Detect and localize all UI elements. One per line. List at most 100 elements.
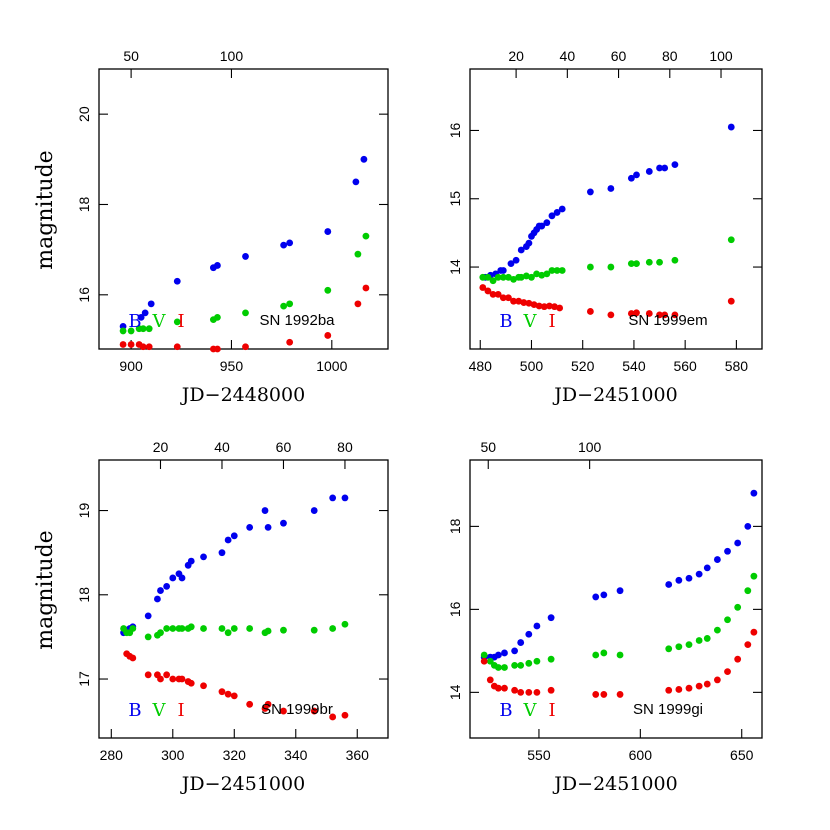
data-point-V [173,318,181,326]
x-tick-label: 950 [220,358,244,374]
data-point-I [530,301,538,309]
data-point-B [494,651,502,659]
top-tick-label: 50 [123,48,139,64]
data-point-I [169,675,177,683]
data-point-I [218,688,226,696]
legend-band-B: B [128,700,141,721]
data-point-I [480,657,488,665]
data-point-I [324,332,332,339]
data-point-I [246,700,254,708]
data-point-V [685,641,693,649]
data-point-I [656,311,663,319]
top-tick-label: 80 [337,439,353,455]
data-point-V [139,325,147,333]
data-point-V [607,263,615,271]
data-point-I [479,284,487,291]
data-point-V [750,572,758,580]
data-point-V [525,659,533,667]
data-point-V [224,629,232,637]
data-point-B [246,523,254,531]
data-point-B [548,212,556,220]
data-point-V [484,273,492,281]
data-point-V [127,327,135,335]
legend-band-I: I [548,700,555,721]
data-point-V [324,286,332,294]
data-point-B [224,536,232,544]
data-point-B [553,209,561,216]
data-point-V [246,625,254,632]
data-point-B [352,178,360,186]
data-point-V [713,626,721,634]
x-tick-label: 280 [100,747,124,763]
data-point-B [600,591,608,599]
data-point-B [507,260,515,268]
y-tick-label: 18 [447,518,463,534]
data-point-I [310,707,318,715]
data-point-I [540,303,548,311]
data-point-V [362,232,370,240]
legend-band-V: V [152,311,167,332]
y-axis-label-top: magnitude [33,150,58,269]
y-tick-label: 16 [447,122,463,138]
data-point-B [173,277,181,285]
data-point-V [310,626,318,634]
data-point-I [264,700,272,708]
legend-band-B: B [499,700,512,721]
data-point-I [633,309,640,317]
data-point-B [230,532,238,540]
data-point-B [280,241,288,249]
supernova-name: SN 1999em [628,312,707,329]
data-point-B [525,630,533,638]
data-point-V [501,664,508,671]
data-point-V [744,587,752,595]
data-point-I [551,303,558,311]
data-point-V [511,661,519,669]
data-point-B [543,219,551,227]
data-point-V [479,273,487,281]
data-point-V [522,272,530,280]
data-point-V [129,625,137,632]
data-point-B [499,267,507,274]
series-I [479,284,735,319]
data-point-V [548,267,556,274]
data-point-B [517,639,525,646]
data-point-V [558,267,566,274]
data-point-B [675,576,683,584]
top-tick-label: 50 [480,439,496,455]
data-point-V [724,616,731,624]
data-point-B [187,557,195,565]
top-tick-label: 100 [220,48,244,64]
data-point-V [494,273,502,281]
data-point-B [533,622,541,630]
top-tick-label: 100 [709,48,733,64]
data-point-B [147,300,155,308]
data-point-I [501,684,508,692]
supernova-name: SN 1992ba [259,312,335,329]
data-point-V [163,625,171,632]
top-tick-label: 60 [611,48,627,64]
top-tick-label: 20 [153,439,169,455]
series-I [480,628,758,698]
data-point-V [543,270,551,278]
data-point-I [671,311,679,319]
data-point-V [178,625,186,632]
data-point-V [280,302,288,310]
data-point-V [553,267,561,274]
data-point-V [494,664,502,671]
data-point-I [724,668,731,676]
data-point-I [607,311,615,319]
data-point-B [627,174,635,182]
y-tick-label: 18 [76,587,92,603]
data-point-V [703,635,711,642]
data-point-B [661,164,669,172]
legend-band-V: V [523,311,538,332]
data-point-B [157,587,164,594]
x-tick-label: 320 [223,747,247,763]
x-axis-label: JD−2448000 [180,384,305,406]
data-point-B [633,171,640,179]
series-V [120,620,349,641]
data-point-B [750,489,758,497]
data-point-I [286,338,294,346]
data-point-I [695,682,703,690]
data-point-B [154,595,161,603]
